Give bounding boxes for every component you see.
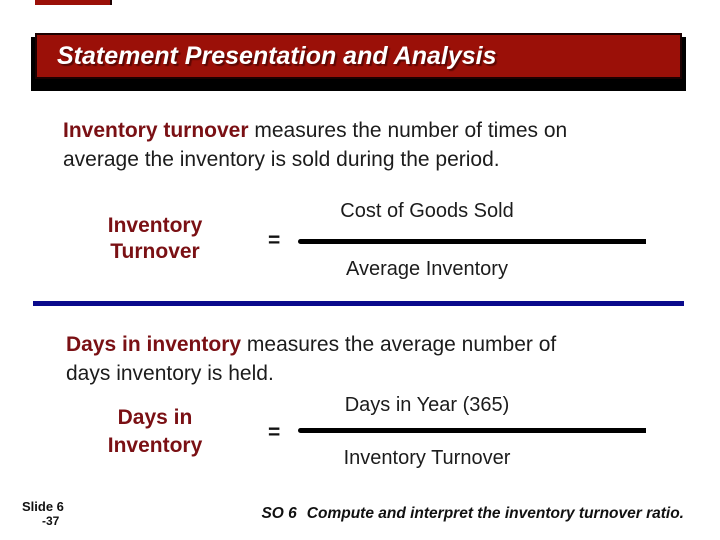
formula2-denominator: Inventory Turnover xyxy=(343,447,511,469)
formula2-label: Days in Inventory xyxy=(95,404,215,460)
study-objective-text: Compute and interpret the inventory turn… xyxy=(306,505,684,522)
inventory-turnover-lead: Inventory turnover xyxy=(63,119,249,142)
formula1-label-line1: Inventory xyxy=(107,214,203,237)
slide-number-value: -37 xyxy=(42,514,60,528)
formula2-label-line1: Days in xyxy=(117,406,193,429)
days-in-inventory-line2: days inventory is held. xyxy=(66,362,274,385)
top-edge-red-sliver xyxy=(35,0,112,5)
section-divider-rule xyxy=(33,301,684,306)
slide-number-label: Slide 6 xyxy=(22,499,64,514)
days-in-inventory-paragraph: Days in inventory measures the average n… xyxy=(66,330,556,388)
study-objective-footer: SO 6 Compute and interpret the inventory … xyxy=(261,505,684,523)
formula2-numerator: Days in Year (365) xyxy=(344,394,510,416)
days-in-inventory-line1-rest: measures the average number of xyxy=(241,333,557,356)
formula2-label-line2: Inventory xyxy=(107,434,203,457)
inventory-turnover-line1-rest: measures the number of times on xyxy=(248,119,568,142)
slide-title-banner: Statement Presentation and Analysis xyxy=(35,33,682,79)
inventory-turnover-line2: average the inventory is sold during the… xyxy=(63,148,500,171)
formula1-numerator: Cost of Goods Sold xyxy=(340,200,514,222)
study-objective-tag: SO 6 xyxy=(261,505,297,522)
formula1-denominator: Average Inventory xyxy=(346,258,508,280)
days-in-inventory-lead: Days in inventory xyxy=(66,333,242,356)
inventory-turnover-paragraph: Inventory turnover measures the number o… xyxy=(63,116,567,174)
formula1-label: Inventory Turnover xyxy=(95,213,215,265)
slide-title: Statement Presentation and Analysis xyxy=(57,42,497,70)
formula2-equals-sign: = xyxy=(268,421,281,444)
slide-number-block: Slide 6 -37 xyxy=(22,499,64,529)
formula1-label-line2: Turnover xyxy=(110,240,200,263)
formula1-fraction-bar xyxy=(298,239,646,244)
formula1-equals-sign: = xyxy=(268,229,281,252)
formula2-fraction-bar xyxy=(298,428,646,433)
